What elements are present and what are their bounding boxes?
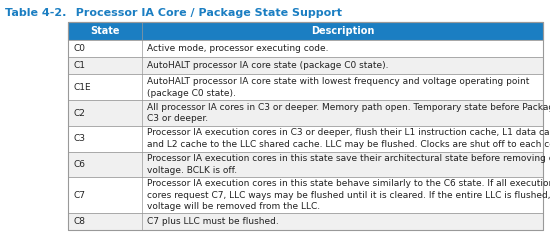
Bar (68, 100, 543, 126)
Text: C7: C7 (73, 191, 85, 200)
Text: AutoHALT processor IA core state with lowest frequency and voltage operating poi: AutoHALT processor IA core state with lo… (147, 77, 529, 98)
Text: Description: Description (311, 26, 374, 36)
Text: C0: C0 (73, 44, 85, 53)
Text: Processor IA execution cores in this state save their architectural state before: Processor IA execution cores in this sta… (147, 154, 550, 175)
Text: Processor IA execution cores in C3 or deeper, flush their L1 instruction cache, : Processor IA execution cores in C3 or de… (147, 128, 550, 149)
Text: C3: C3 (73, 134, 85, 143)
Text: C6: C6 (73, 160, 85, 169)
Text: State: State (90, 26, 119, 36)
Bar (68, 57, 543, 74)
Text: C1: C1 (73, 61, 85, 70)
Text: Table 4-2.: Table 4-2. (5, 8, 67, 18)
Text: AutoHALT processor IA core state (package C0 state).: AutoHALT processor IA core state (packag… (147, 61, 388, 70)
Text: C1E: C1E (73, 83, 91, 92)
Bar (68, 22, 543, 40)
Bar (68, 22, 543, 230)
Bar (68, 213, 543, 230)
Bar (68, 177, 543, 213)
Bar (68, 126, 543, 152)
Text: Active mode, processor executing code.: Active mode, processor executing code. (147, 44, 328, 53)
Text: C7 plus LLC must be flushed.: C7 plus LLC must be flushed. (147, 217, 278, 226)
Text: All processor IA cores in C3 or deeper. Memory path open. Temporary state before: All processor IA cores in C3 or deeper. … (147, 103, 550, 123)
Text: C8: C8 (73, 217, 85, 226)
Text: Processor IA Core / Package State Support: Processor IA Core / Package State Suppor… (68, 8, 342, 18)
Bar (68, 152, 543, 177)
Text: C2: C2 (73, 109, 85, 118)
Bar (68, 74, 543, 100)
Bar (68, 40, 543, 57)
Text: Processor IA execution cores in this state behave similarly to the C6 state. If : Processor IA execution cores in this sta… (147, 179, 550, 212)
